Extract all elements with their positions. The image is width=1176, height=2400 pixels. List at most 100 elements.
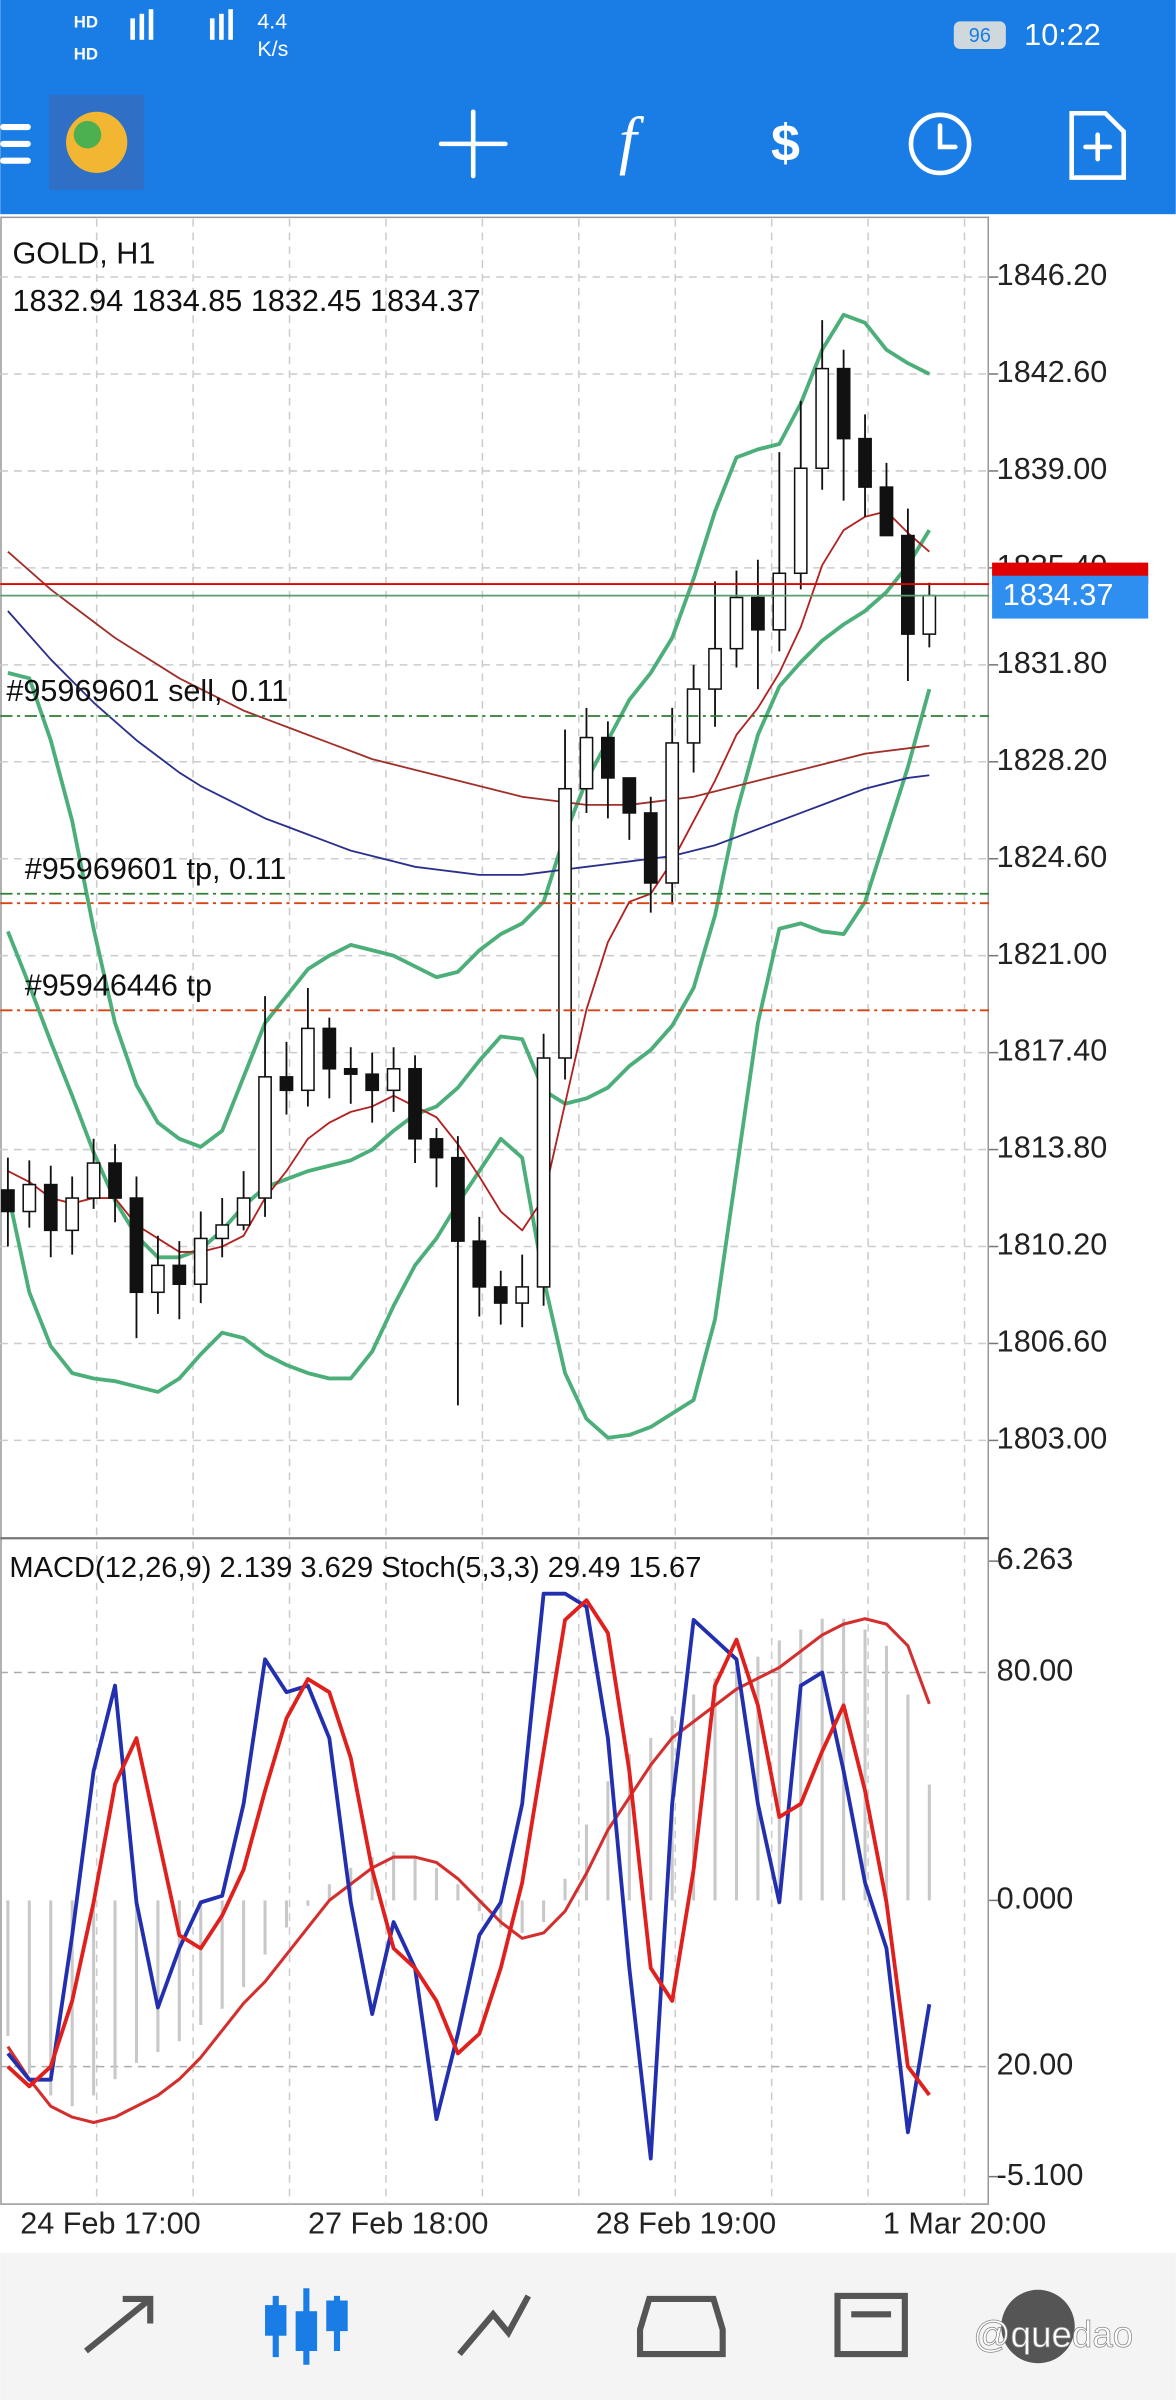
svg-text:HD: HD	[74, 12, 98, 31]
candle-body	[922, 594, 937, 635]
macd-bar	[713, 1678, 717, 1901]
macd-name: MACD(12,26,9)	[9, 1552, 211, 1584]
high-value: 1834.85	[132, 284, 243, 318]
macd-bar	[156, 1900, 160, 2053]
y-tick-label: 20.00	[997, 2048, 1074, 2082]
indicator-line	[6, 1598, 931, 2097]
candle-body	[493, 1286, 508, 1304]
candle-body	[429, 1138, 444, 1159]
bottom-nav	[0, 2253, 1176, 2400]
candle-body	[836, 367, 851, 440]
trade-tab[interactable]	[457, 2294, 531, 2357]
y-tick-label: 1828.20	[997, 743, 1108, 777]
candle-body	[879, 486, 894, 537]
candle-body	[558, 787, 572, 1059]
ohlc-label: 1832.94 1834.85 1832.45 1834.37	[12, 284, 480, 318]
candle-body	[215, 1224, 230, 1240]
indicator-line	[6, 1591, 932, 2161]
macd-signal-value: 3.629	[300, 1552, 373, 1584]
time-button[interactable]	[908, 112, 972, 176]
clock: 10:22	[1024, 18, 1101, 52]
y-tick-label: 1810.20	[997, 1228, 1108, 1262]
macd-bar	[627, 1754, 631, 1901]
macd-bar	[842, 1618, 846, 1901]
trade-button[interactable]: $	[771, 115, 800, 173]
order-label: #95946446 tp	[25, 968, 212, 1002]
candle-body	[65, 1197, 80, 1232]
messages-tab[interactable]	[1001, 2289, 1075, 2364]
x-tick-label: 1 Mar 20:00	[883, 2207, 1046, 2241]
bid-tag	[992, 575, 1149, 619]
candle-body	[301, 1027, 315, 1092]
y-tick-label: 1824.60	[997, 840, 1108, 874]
candle-body	[772, 572, 787, 631]
macd-bar	[263, 1900, 267, 1955]
chart-tab[interactable]	[265, 2288, 348, 2365]
candle-body	[86, 1162, 101, 1199]
macd-bar	[370, 1857, 374, 1901]
x-tick-label: 28 Feb 19:00	[596, 2207, 776, 2241]
indicator-line	[6, 529, 931, 1260]
candle-body	[322, 1027, 337, 1070]
candle-body	[129, 1197, 144, 1294]
history-tab[interactable]	[636, 2295, 726, 2358]
macd-bar	[49, 1900, 53, 2096]
crosshair-button[interactable]	[438, 109, 508, 179]
status-icons: HD HD	[74, 9, 233, 64]
stoch-signal-value: 15.67	[629, 1552, 702, 1584]
watermark: @quedao	[973, 2314, 1133, 2355]
candle-body	[536, 1057, 551, 1288]
candle-body	[451, 1156, 465, 1242]
macd-bar	[27, 1900, 31, 2074]
news-tab[interactable]	[834, 2292, 908, 2358]
macd-bar	[520, 1900, 524, 1933]
candle-body	[365, 1073, 380, 1092]
y-tick-label: 1806.60	[997, 1325, 1108, 1359]
y-tick-label: 1821.00	[997, 937, 1108, 971]
y-tick-label: 1846.20	[997, 258, 1108, 292]
macd-bar	[606, 1781, 610, 1901]
y-tick-label: 1839.00	[997, 452, 1108, 486]
macd-bar	[477, 1900, 481, 1912]
candle-body	[151, 1264, 165, 1294]
svg-text:HD: HD	[74, 45, 98, 64]
candle-body	[665, 742, 680, 884]
stoch-main-value: 29.49	[548, 1552, 621, 1584]
net-speed-unit: K/s	[257, 37, 288, 61]
macd-bar	[820, 1618, 824, 1901]
y-tick-label: 1831.80	[997, 646, 1108, 680]
macd-bar	[499, 1900, 503, 1928]
x-tick-label: 24 Feb 17:00	[20, 2207, 200, 2241]
macd-bar	[113, 1900, 117, 2080]
macd-bar	[392, 1851, 396, 1901]
order-label: #95969601 sell, 0.11	[6, 674, 288, 708]
candle-body	[751, 596, 765, 631]
y-tick-label: 1842.60	[997, 355, 1108, 389]
candle-body	[601, 736, 615, 779]
macd-bar	[456, 1884, 460, 1901]
macd-bar	[756, 1656, 760, 1901]
macd-bar	[799, 1629, 803, 1901]
candle-body	[386, 1068, 401, 1092]
y-tick-label: 80.00	[997, 1654, 1074, 1688]
candle-body	[408, 1068, 422, 1140]
quotes-tab[interactable]	[84, 2295, 154, 2354]
macd-bar	[906, 1694, 910, 1901]
app-logo[interactable]	[49, 94, 145, 190]
indicator-line	[7, 312, 931, 1149]
stoch-name: Stoch(5,3,3)	[381, 1552, 539, 1584]
menu-button[interactable]	[0, 123, 31, 164]
macd-bar	[284, 1900, 288, 1928]
macd-bar	[134, 1900, 138, 2063]
candle-body	[579, 736, 594, 790]
symbol-label: GOLD, H1	[12, 237, 155, 271]
battery-level: 96	[969, 25, 991, 47]
macd-bar	[777, 1640, 781, 1901]
y-tick-label: 1813.80	[997, 1131, 1108, 1165]
y-tick-label: 1817.40	[997, 1034, 1108, 1068]
indicator-line	[6, 1617, 931, 2125]
new-order-button[interactable]	[1069, 110, 1127, 180]
macd-bar	[563, 1878, 567, 1901]
macd-bar	[413, 1857, 417, 1901]
